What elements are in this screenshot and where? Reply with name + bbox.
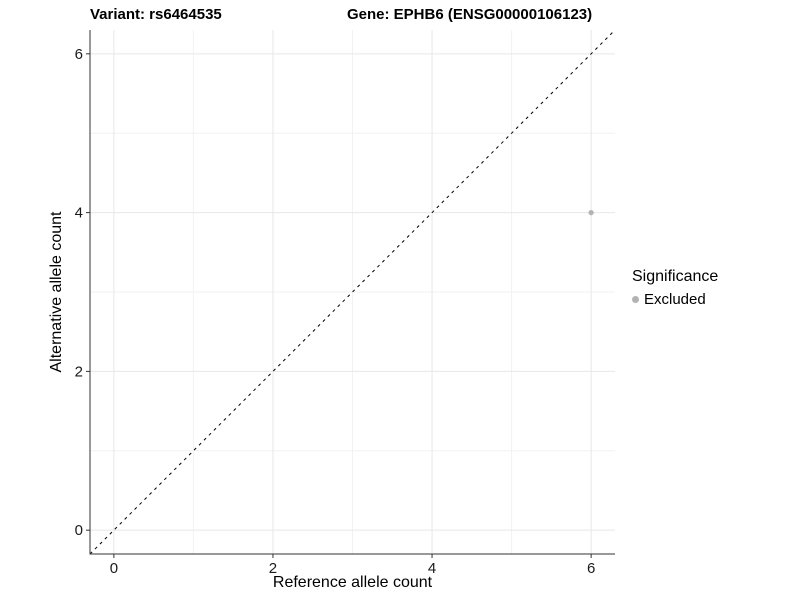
svg-text:6: 6 [75,46,83,63]
svg-text:2: 2 [269,560,277,577]
identity-line [89,29,616,555]
axis-tick-labels: 0 2 4 6 0 2 4 6 [75,46,596,577]
svg-text:4: 4 [428,560,436,577]
svg-text:4: 4 [75,205,83,222]
legend-entry-label: Excluded [644,291,706,308]
svg-text:0: 0 [110,560,118,577]
data-points [588,210,594,216]
legend-title: Significance [632,268,719,285]
plot-title-variant: Variant: rs6464535 [90,6,222,23]
gridlines-minor [90,30,615,554]
svg-text:6: 6 [587,560,595,577]
legend-entry-excluded: Excluded [632,291,718,308]
axis-tick-marks [86,53,592,558]
y-axis-title: Alternative allele count [48,211,65,373]
svg-text:2: 2 [75,363,83,380]
x-axis-title: Reference allele count [272,574,433,591]
axis-lines [89,30,615,555]
gridlines-major [90,30,615,554]
legend: Significance Excluded [632,268,718,308]
plot-title-gene: Gene: EPHB6 (ENSG00000106123) [347,6,593,23]
svg-text:0: 0 [75,522,83,539]
excluded-point-icon [632,296,639,303]
